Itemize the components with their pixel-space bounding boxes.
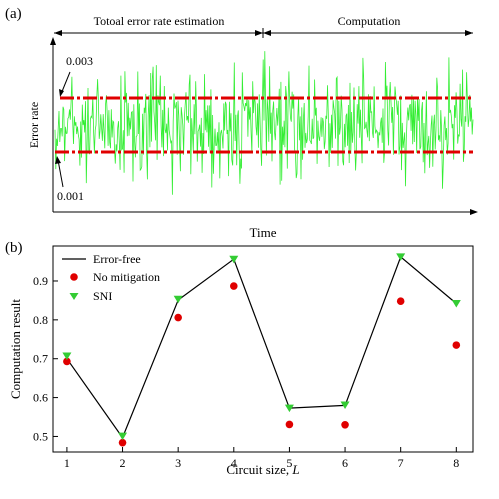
x-tick-label: 2 [120,456,126,470]
sni-series [62,253,461,441]
upper-annotation: 0.003 [66,54,93,68]
lower-annotation: 0.001 [57,189,84,203]
sni-point [340,401,350,409]
sni-point [62,352,72,360]
panel-b-ylabel: Computation result [8,299,23,399]
panel-a: (a) Totoal error rate estimation Computa… [5,6,478,240]
segment-arrows [54,28,473,38]
no-mitigation-point [452,341,461,349]
x-tick-label: 1 [64,456,70,470]
panel-b-label: (b) [5,240,23,256]
error-free-line [66,255,457,439]
no-mitigation-point [229,282,238,290]
no-mitigation-point [174,313,182,322]
error-free-series [66,255,457,439]
sni-point [284,404,294,413]
sni-point [229,255,239,264]
segment-left-label: Totoal error rate estimation [94,14,225,28]
panel-b: (b) 0.5 0.6 0.7 0.8 0.9 1 2 3 4 5 6 7 8 Computation… [5,240,474,477]
x-tick-label: 8 [453,456,459,470]
no-mitigation-point [118,438,127,447]
no-mitigation-point [285,420,294,429]
panel-b-y-ticks: 0.5 0.6 0.7 0.8 0.9 [33,274,58,443]
panel-a-ylabel: Error rate [27,102,41,148]
no-mitigation-point [396,297,405,305]
legend-sni-label: SNI [93,289,112,303]
sni-point [118,432,128,441]
x-tick-label: 4 [231,456,237,470]
panel-b-xlabel: Circuit size, L [226,462,299,477]
segment-right-label: Computation [338,14,401,28]
sni-point [173,295,183,304]
lower-annotation-arrow [57,159,64,188]
upper-annotation-arrowhead [59,89,64,97]
segment-right-arrowhead [465,30,473,36]
y-tick-label: 0.8 [33,313,48,327]
legend-error-free-label: Error-free [93,252,141,266]
panel-b-xlabel-var: L [291,462,299,477]
no-mitigation-series [63,282,461,447]
panel-a-x-arrowhead [470,209,478,215]
panel-b-frame [52,245,474,453]
no-mitigation-point [63,357,71,366]
no-mitigation-point [341,420,349,429]
x-tick-label: 7 [398,456,404,470]
x-tick-label: 3 [175,456,181,470]
y-tick-label: 0.9 [33,274,48,288]
upper-annotation-arrow [60,71,71,95]
segment-left-arrowhead [54,30,62,36]
sni-point [451,300,461,308]
y-tick-label: 0.5 [33,429,48,443]
y-tick-label: 0.6 [33,391,48,405]
panel-b-x-ticks: 1 2 3 4 5 6 7 8 [64,447,459,470]
x-tick-label: 5 [286,456,292,470]
panel-a-xlabel: Time [250,225,277,240]
panel-a-label: (a) [5,6,22,22]
sni-point [396,253,406,261]
panel-a-y-arrowhead [50,37,56,45]
error-rate-signal [54,51,474,195]
legend-no-mitigation-label: No mitigation [93,270,160,284]
x-tick-label: 6 [342,456,348,470]
segment-mid-left-arrowhead [255,30,263,36]
legend-sni-swatch [69,293,79,300]
lower-annotation-arrowhead [55,156,61,164]
y-tick-label: 0.7 [33,352,48,366]
panel-b-xlabel-main: Circuit size, [226,462,292,477]
legend: Error-free No mitigation SNI [62,252,160,303]
segment-mid-right-arrowhead [263,30,271,36]
legend-no-mitigation-swatch [70,273,78,281]
